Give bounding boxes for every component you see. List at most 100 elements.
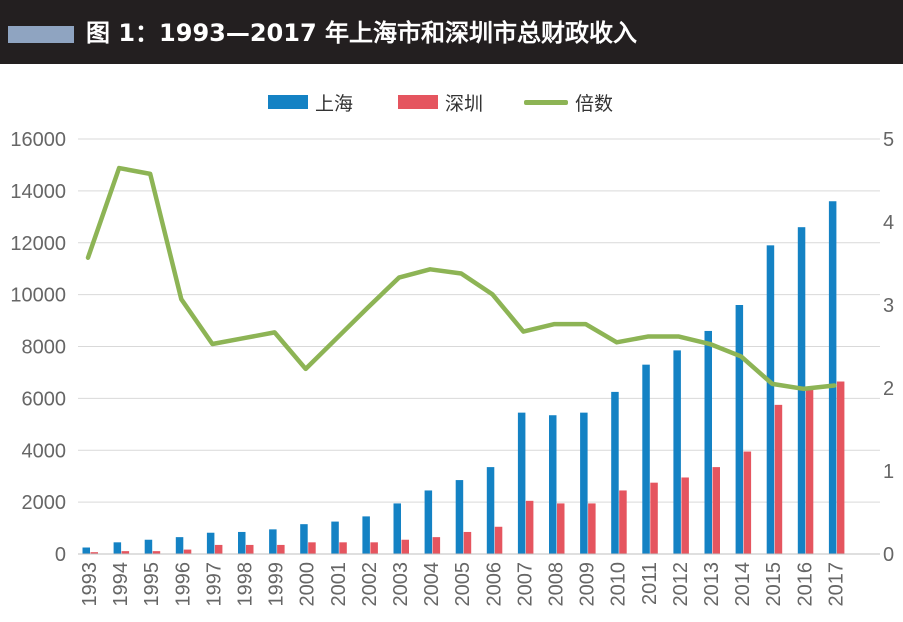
bar-shanghai	[580, 412, 588, 554]
x-tick-label: 1994	[110, 562, 132, 607]
bar-shanghai	[238, 531, 246, 554]
bar-shenzhen	[525, 500, 534, 554]
bar-shanghai	[673, 350, 681, 554]
x-tick-label: 2017	[825, 562, 847, 607]
bar-shanghai	[735, 305, 744, 554]
x-tick-label: 2015	[763, 562, 785, 607]
bar-shenzhen	[681, 477, 689, 554]
bar-shenzhen	[494, 526, 503, 554]
bar-shenzhen	[650, 482, 658, 554]
bar-shanghai	[362, 516, 370, 554]
x-tick-label: 2006	[483, 562, 505, 607]
y-left-tick-label: 16000	[10, 129, 66, 151]
bar-shanghai	[175, 537, 184, 554]
legend-label-ratio: 倍数	[575, 92, 614, 115]
bar-shanghai	[611, 391, 619, 554]
bar-shanghai	[393, 503, 401, 554]
bar-shenzhen	[557, 503, 565, 554]
bar-shanghai	[300, 524, 308, 554]
bar-shanghai	[113, 542, 122, 554]
bar-shenzhen	[401, 539, 409, 554]
legend-label-shenzhen: 深圳	[445, 92, 484, 115]
y-left-tick-label: 4000	[22, 440, 67, 462]
bar-shenzhen	[712, 467, 720, 554]
x-tick-label: 2001	[328, 562, 350, 607]
legend-swatch-ratio	[524, 99, 568, 105]
x-tick-label: 2000	[297, 562, 319, 607]
x-tick-label: 2005	[452, 562, 474, 607]
x-tick-label: 1997	[203, 562, 225, 607]
legend-label-shanghai: 上海	[315, 92, 354, 115]
y-left-tick-label: 8000	[22, 337, 67, 359]
x-tick-label: 2010	[608, 562, 630, 607]
bar-shenzhen	[432, 537, 441, 554]
bar-shenzhen	[619, 490, 627, 554]
bar-shanghai	[455, 480, 464, 554]
bar-shanghai	[82, 547, 90, 554]
bar-shenzhen	[152, 551, 161, 554]
bar-shenzhen	[370, 542, 378, 554]
x-tick-label: 2008	[546, 562, 568, 607]
bar-shanghai	[206, 532, 215, 554]
y-right-tick-label: 3	[883, 295, 894, 317]
bar-shenzhen	[588, 503, 596, 554]
x-tick-label: 2009	[577, 562, 599, 607]
bar-shenzhen	[805, 389, 814, 554]
bar-shanghai	[144, 539, 153, 554]
bar-shenzhen	[214, 544, 223, 554]
x-tick-label: 2007	[514, 562, 536, 607]
bar-shenzhen	[743, 451, 752, 554]
x-tick-label: 1998	[235, 562, 257, 607]
x-tick-label: 2004	[421, 562, 443, 607]
chart-title: 图 1：1993—2017 年上海市和深圳市总财政收入	[86, 19, 638, 47]
y-right-tick-label: 5	[883, 129, 894, 151]
x-tick-label: 1995	[141, 562, 163, 607]
bar-shanghai	[486, 467, 495, 554]
y-right-tick-label: 2	[883, 378, 894, 400]
bar-shanghai	[424, 490, 433, 554]
y-left-tick-label: 0	[55, 544, 66, 566]
y-left-tick-label: 10000	[10, 285, 66, 307]
bar-shenzhen	[308, 542, 316, 554]
title-accent-bar	[8, 26, 74, 43]
x-tick-label: 1993	[79, 562, 101, 607]
x-tick-label: 2016	[794, 562, 816, 607]
bar-shanghai	[269, 529, 277, 554]
bar-shenzhen	[183, 549, 192, 554]
bar-shanghai	[766, 245, 775, 554]
bar-shanghai	[704, 330, 712, 554]
bar-shenzhen	[774, 404, 783, 554]
bar-shenzhen	[90, 552, 98, 554]
bar-shenzhen	[836, 381, 845, 554]
title-banner: 图 1：1993—2017 年上海市和深圳市总财政收入	[0, 0, 903, 64]
y-left-tick-label: 6000	[22, 388, 67, 410]
y-right-tick-label: 4	[883, 212, 894, 234]
legend-item-ratio: 倍数	[524, 88, 613, 116]
bar-shanghai	[828, 201, 837, 554]
x-tick-label: 2013	[701, 562, 723, 607]
x-tick-label: 1996	[172, 562, 194, 607]
x-tick-label: 2002	[359, 562, 381, 607]
x-tick-label: 2003	[390, 562, 412, 607]
y-right-tick-label: 0	[883, 544, 894, 566]
legend-swatch-shanghai	[268, 95, 308, 109]
y-left-tick-label: 2000	[22, 492, 67, 514]
x-tick-label: 1999	[266, 562, 288, 607]
legend-item-shanghai: 上海	[268, 88, 353, 116]
x-tick-label: 2012	[670, 562, 692, 607]
x-tick-label: 2011	[639, 562, 661, 605]
bar-shanghai	[331, 521, 339, 554]
bar-shanghai	[549, 415, 557, 554]
chart-legend: 上海 深圳 倍数	[0, 88, 903, 116]
bar-shenzhen	[277, 544, 285, 554]
bar-shenzhen	[339, 542, 347, 554]
ratio-line	[85, 165, 837, 392]
bar-shanghai	[517, 412, 526, 554]
bar-shanghai	[642, 364, 650, 554]
y-right-tick-label: 1	[883, 461, 894, 483]
bar-shenzhen	[246, 544, 254, 554]
bar-shenzhen	[121, 551, 130, 554]
x-tick-label: 2014	[732, 562, 754, 607]
legend-item-shenzhen: 深圳	[398, 88, 483, 116]
